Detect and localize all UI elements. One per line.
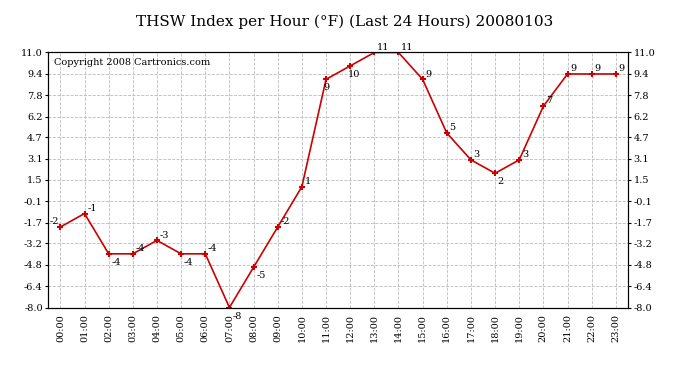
Text: 3: 3 (522, 150, 529, 159)
Text: -8: -8 (233, 312, 241, 321)
Text: 2: 2 (498, 177, 504, 186)
Text: 11: 11 (402, 43, 414, 52)
Text: -1: -1 (88, 204, 97, 213)
Text: 1: 1 (305, 177, 311, 186)
Text: -4: -4 (208, 244, 217, 253)
Text: -5: -5 (257, 272, 266, 280)
Text: 5: 5 (450, 123, 455, 132)
Text: -4: -4 (112, 258, 121, 267)
Text: 9: 9 (619, 64, 624, 73)
Text: 3: 3 (474, 150, 480, 159)
Text: -4: -4 (136, 244, 145, 253)
Text: 7: 7 (546, 96, 553, 105)
Text: -2: -2 (281, 217, 290, 226)
Text: THSW Index per Hour (°F) (Last 24 Hours) 20080103: THSW Index per Hour (°F) (Last 24 Hours)… (137, 15, 553, 29)
Text: 9: 9 (571, 64, 576, 73)
Text: 11: 11 (377, 43, 390, 52)
Text: -2: -2 (49, 217, 59, 226)
Text: 9: 9 (595, 64, 600, 73)
Text: 9: 9 (323, 84, 329, 93)
Text: Copyright 2008 Cartronics.com: Copyright 2008 Cartronics.com (54, 58, 210, 67)
Text: -4: -4 (184, 258, 193, 267)
Text: -3: -3 (160, 231, 169, 240)
Text: 9: 9 (426, 70, 431, 79)
Text: 10: 10 (347, 70, 359, 79)
